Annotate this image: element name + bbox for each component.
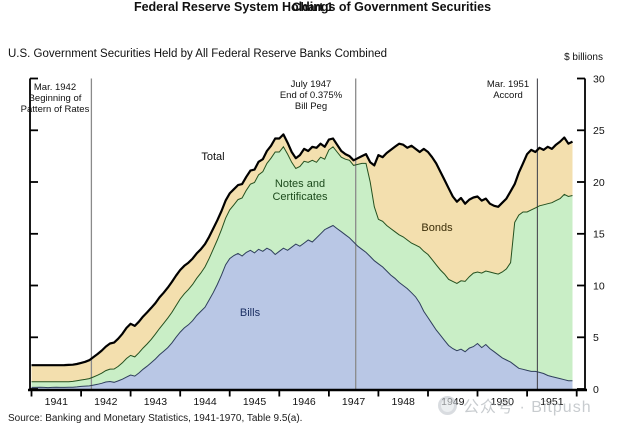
x-year-label: 1941 (45, 396, 69, 408)
chart-subtitle: U.S. Government Securities Held by All F… (8, 48, 388, 60)
watermark-logo-icon (438, 395, 457, 415)
x-year-label: 1947 (342, 396, 366, 408)
series-label-text: Certificates (272, 191, 328, 203)
y-axis-unit-label: $ billions (564, 52, 603, 63)
annotation-line-text: Accord (493, 90, 523, 101)
notes-certificates-area (31, 146, 573, 388)
y-tick-label: 15 (593, 229, 605, 241)
notes-boundary-line (31, 145, 573, 383)
annotation-line-text: Bill Peg (294, 101, 328, 112)
x-year-label: 1944 (193, 396, 217, 408)
annotation-line-text: Beginning of (28, 93, 82, 104)
series-label-total: Total (201, 151, 225, 163)
series-label-bills: Bills (239, 307, 261, 319)
annotation-line-text: Mar. 1942 (33, 82, 77, 93)
x-year-label: 1942 (94, 396, 118, 408)
annotation-line-text: July 1947 (290, 79, 332, 90)
series-label-bonds: Bonds (421, 222, 453, 234)
series-label-notes-certificates: Notes and Certificates (255, 178, 345, 204)
chart-number-label: Chart 1 (291, 0, 334, 14)
annotation-line-text: End of 0.375% (279, 90, 343, 101)
bonds-area (31, 134, 573, 382)
watermark: 公众号 · Bitpush (438, 393, 592, 417)
annotation-mar-1951: Mar. 1951 Accord (463, 79, 553, 101)
series-label-text: Notes and (274, 178, 326, 190)
x-year-label: 1945 (243, 396, 267, 408)
bills-boundary-line (31, 224, 573, 389)
annotation-mar-1942: Mar. 1942 Beginning of Pattern of Rates (10, 82, 100, 115)
annotation-line-text: Mar. 1951 (486, 79, 530, 90)
total-line (31, 133, 574, 367)
x-year-label: 1943 (144, 396, 168, 408)
bills-area (31, 225, 573, 389)
x-year-label: 1946 (292, 396, 316, 408)
source-citation: Source: Banking and Monetary Statistics,… (8, 413, 303, 424)
y-tick-label: 30 (593, 73, 605, 85)
annotation-jul-1947: July 1947 End of 0.375% Bill Peg (266, 79, 356, 112)
watermark-text: 公众号 · Bitpush (463, 399, 592, 416)
y-tick-label: 20 (593, 177, 605, 189)
y-tick-label: 5 (593, 332, 599, 344)
x-year-label: 1951 (540, 396, 564, 408)
y-tick-label: 0 (593, 384, 599, 396)
page-title: Federal Reserve System Holdings of Gover… (133, 0, 492, 14)
y-tick-label: 25 (593, 125, 605, 137)
x-year-label: 1948 (392, 396, 416, 408)
x-year-label: 1950 (491, 396, 515, 408)
annotation-line-text: Pattern of Rates (20, 104, 90, 115)
y-tick-label: 10 (593, 280, 605, 292)
